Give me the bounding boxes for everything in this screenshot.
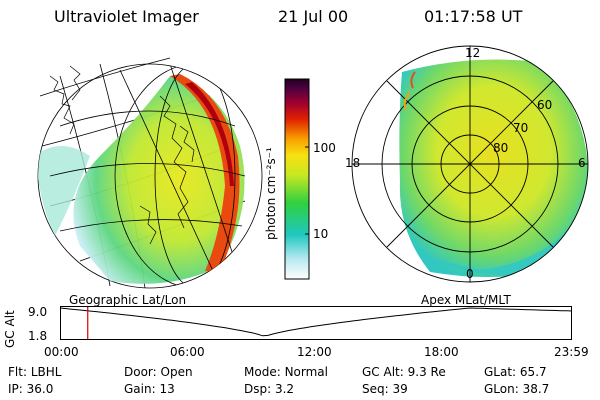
right-panel-caption: Apex MLat/MLT bbox=[421, 293, 511, 307]
mlt-label-0: 0 bbox=[466, 267, 474, 281]
lat-label-80: 80 bbox=[493, 141, 509, 155]
info-ip: IP: 36.0 bbox=[8, 382, 54, 396]
lat-label-60: 60 bbox=[537, 98, 553, 112]
info-dsp: Dsp: 3.2 bbox=[244, 382, 295, 396]
altitude-ylabel: GC Alt bbox=[3, 310, 17, 348]
colorbar-tick-10: 10 bbox=[313, 227, 329, 241]
info-seq: Seq: 39 bbox=[362, 382, 408, 396]
info-door: Door: Open bbox=[124, 365, 193, 379]
lat-label-70: 70 bbox=[513, 121, 529, 135]
info-mode: Mode: Normal bbox=[244, 365, 328, 379]
mlt-label-6: 6 bbox=[578, 156, 586, 170]
info-glat: GLat: 65.7 bbox=[484, 365, 547, 379]
mlt-label-18: 18 bbox=[345, 156, 361, 170]
xtick-0600: 06:00 bbox=[170, 345, 205, 359]
info-gain: Gain: 13 bbox=[124, 382, 175, 396]
xtick-2359: 23:59 bbox=[554, 345, 589, 359]
altitude-ymax: 9.0 bbox=[28, 305, 48, 319]
info-glon: GLon: 38.7 bbox=[484, 382, 550, 396]
left-panel-caption: Geographic Lat/Lon bbox=[69, 293, 187, 307]
xtick-1200: 12:00 bbox=[297, 345, 332, 359]
xtick-0000: 00:00 bbox=[44, 345, 79, 359]
xtick-1800: 18:00 bbox=[424, 345, 459, 359]
page-title: Ultraviolet Imager bbox=[54, 7, 199, 26]
altitude-ymin: 1.8 bbox=[28, 329, 48, 343]
mlt-label-12: 12 bbox=[465, 46, 481, 60]
header-date: 21 Jul 00 bbox=[278, 7, 349, 26]
header-time: 01:17:58 UT bbox=[424, 7, 523, 26]
geographic-globe-image bbox=[37, 57, 263, 289]
colorbar-label: photon cm⁻²s⁻¹ bbox=[264, 147, 278, 240]
info-gc-alt: GC Alt: 9.3 Re bbox=[362, 365, 446, 379]
polar-mlat-mlt-plot bbox=[351, 45, 589, 283]
colorbar-tick-100: 100 bbox=[313, 141, 336, 155]
altitude-plot bbox=[59, 306, 573, 340]
info-flt: Flt: LBHL bbox=[8, 365, 62, 379]
colorbar bbox=[284, 78, 310, 280]
